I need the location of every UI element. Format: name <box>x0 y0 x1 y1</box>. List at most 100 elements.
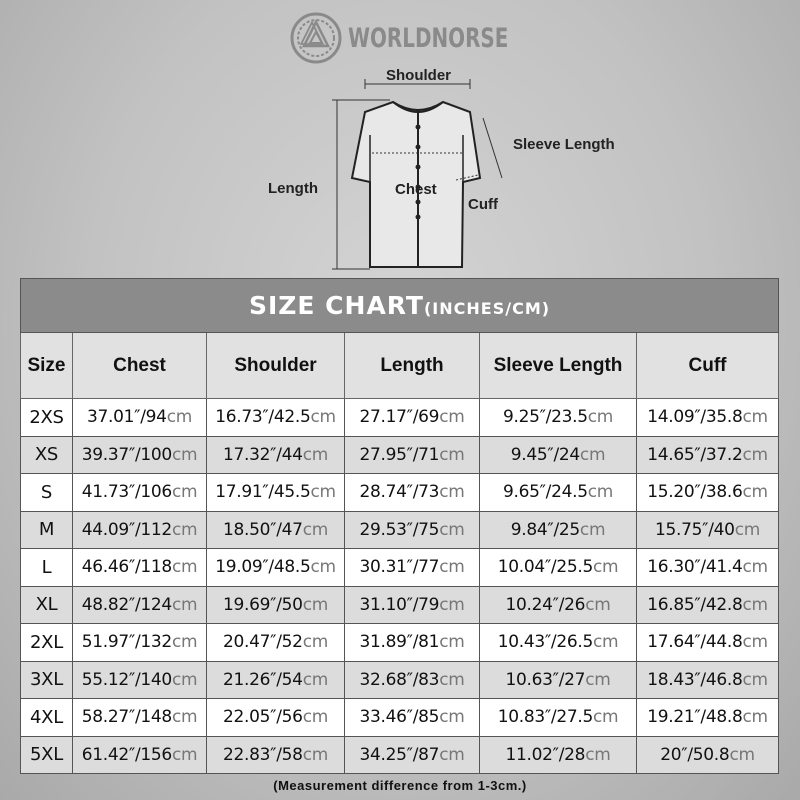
unit-label: cm <box>579 444 606 465</box>
unit-label: cm <box>439 482 465 503</box>
size-cell: 3XL <box>20 660 73 699</box>
unit-label: cm <box>302 519 329 540</box>
measurement-cell: 27.95″/71cm <box>344 435 480 474</box>
measurement-value: 10.24″/26 <box>505 594 586 615</box>
measurement-cell: 19.69″/50cm <box>206 585 345 624</box>
measurement-value: 19.09″/48.5 <box>215 557 311 578</box>
unit-label: cm <box>742 632 769 653</box>
measurement-value: 31.89″/81 <box>359 632 440 653</box>
unit-label: cm <box>742 669 769 690</box>
measurement-cell: 29.53″/75cm <box>344 510 480 549</box>
shoulder-label: Shoulder <box>386 67 452 84</box>
unit-label: cm <box>171 744 198 765</box>
measurement-cell: 10.83″/27.5cm <box>479 698 637 737</box>
measurement-value: 14.65″/37.2 <box>647 444 743 465</box>
chest-label: Chest <box>395 181 437 198</box>
unit-label: cm <box>439 407 465 428</box>
unit-label: cm <box>742 594 769 615</box>
measurement-cell: 10.43″/26.5cm <box>479 623 637 662</box>
brand-logo: WORLDNORSE <box>290 12 544 64</box>
measurement-cell: 22.83″/58cm <box>206 735 345 774</box>
cuff-label: Cuff <box>468 196 498 213</box>
measurement-cell: 15.20″/38.6cm <box>635 473 780 512</box>
measurement-value: 20.47″/52 <box>223 632 303 653</box>
unit-label: cm <box>171 444 198 465</box>
column-header: Sleeve Length <box>479 332 637 399</box>
title-units: (INCHES/CM) <box>423 299 551 318</box>
measurement-value: 9.84″/25 <box>510 519 580 540</box>
measurement-value: 16.30″/41.4 <box>647 557 743 578</box>
table-row: 3XL 55.12″/140cm 21.26″/54cm 32.68″/83cm 10.… <box>20 660 780 699</box>
measurement-cell: 27.17″/69cm <box>344 398 480 437</box>
measurement-cell: 41.73″/106cm <box>72 473 207 512</box>
unit-label: cm <box>439 744 465 765</box>
measurement-value: 10.83″/27.5 <box>497 707 594 728</box>
size-cell: L <box>20 548 73 587</box>
measurement-value: 27.17″/69 <box>359 407 440 428</box>
measurement-value: 39.37″/100 <box>81 444 173 465</box>
unit-label: cm <box>171 519 198 540</box>
measurement-value: 61.42″/156 <box>81 744 173 765</box>
measurement-value: 21.26″/54 <box>223 669 303 690</box>
measurement-cell: 9.45″/24cm <box>479 435 637 474</box>
measurement-cell: 21.26″/54cm <box>206 660 345 699</box>
size-cell: XS <box>20 435 73 474</box>
measurement-value: 48.82″/124 <box>81 594 173 615</box>
measurement-value: 16.73″/42.5 <box>215 407 311 428</box>
measurement-value: 30.31″/77 <box>359 557 440 578</box>
shirt-outline-icon <box>332 79 503 270</box>
measurement-value: 29.53″/75 <box>359 519 440 540</box>
measurement-cell: 30.31″/77cm <box>344 548 480 587</box>
measurement-cell: 58.27″/148cm <box>72 698 207 737</box>
unit-label: cm <box>585 744 611 765</box>
size-cell: S <box>20 473 73 512</box>
measurement-cell: 14.65″/37.2cm <box>635 435 780 474</box>
unit-label: cm <box>302 669 329 690</box>
measurement-value: 16.85″/42.8 <box>647 594 743 615</box>
measurement-cell: 31.10″/79cm <box>344 585 480 624</box>
measurement-cell: 44.09″/112cm <box>72 510 207 549</box>
shirt-diagram: Shoulder Sleeve Length Length Chest Cuff <box>0 60 800 275</box>
table-row: S 41.73″/106cm 17.91″/45.5cm 28.74″/73cm 9.6… <box>20 473 780 512</box>
measurement-value: 17.91″/45.5 <box>215 482 311 503</box>
measurement-value: 18.43″/46.8 <box>647 669 743 690</box>
column-header: Cuff <box>635 332 780 399</box>
measurement-value: 18.50″/47 <box>223 519 303 540</box>
sleeve-length-label: Sleeve Length <box>513 136 615 153</box>
measurement-cell: 39.37″/100cm <box>72 435 207 474</box>
measurement-cell: 16.85″/42.8cm <box>635 585 780 624</box>
measurement-cell: 22.05″/56cm <box>206 698 345 737</box>
measurement-cell: 10.24″/26cm <box>479 585 637 624</box>
title-text: SIZE CHART <box>248 291 424 320</box>
measurement-value: 51.97″/132 <box>81 632 173 653</box>
measurement-value: 17.64″/44.8 <box>647 632 743 653</box>
unit-label: cm <box>302 594 329 615</box>
measurement-cell: 61.42″/156cm <box>72 735 207 774</box>
measurement-value: 32.68″/83 <box>359 669 440 690</box>
valknut-knot-icon <box>290 12 342 64</box>
size-cell: XL <box>20 585 73 624</box>
measurement-cell: 9.25″/23.5cm <box>479 398 637 437</box>
measurement-value: 19.21″/48.8 <box>647 707 743 728</box>
measurement-value: 9.65″/24.5 <box>502 482 588 503</box>
size-cell: 2XS <box>20 398 73 437</box>
measurement-value: 22.05″/56 <box>223 707 303 728</box>
measurement-value: 14.09″/35.8 <box>647 407 743 428</box>
measurement-value: 15.20″/38.6 <box>647 482 743 503</box>
measurement-cell: 10.63″/27cm <box>479 660 637 699</box>
measurement-value: 34.25″/87 <box>359 744 440 765</box>
unit-label: cm <box>302 632 329 653</box>
measurement-cell: 11.02″/28cm <box>479 735 637 774</box>
table-row: 5XL 61.42″/156cm 22.83″/58cm 34.25″/87cm 11.… <box>20 735 780 774</box>
measurement-value: 44.09″/112 <box>81 519 173 540</box>
measurement-cell: 18.50″/47cm <box>206 510 345 549</box>
header-row: Size Chest Shoulder Length Sleeve Length Cuff <box>20 332 780 399</box>
table-row: 2XL 51.97″/132cm 20.47″/52cm 31.89″/81cm 10.… <box>20 623 780 662</box>
table-row: XL 48.82″/124cm 19.69″/50cm 31.10″/79cm 10.2… <box>20 585 780 624</box>
unit-label: cm <box>171 482 198 503</box>
unit-label: cm <box>439 632 465 653</box>
measurement-cell: 14.09″/35.8cm <box>635 398 780 437</box>
measurement-cell: 32.68″/83cm <box>344 660 480 699</box>
unit-label: cm <box>171 557 198 578</box>
column-header: Length <box>344 332 480 399</box>
